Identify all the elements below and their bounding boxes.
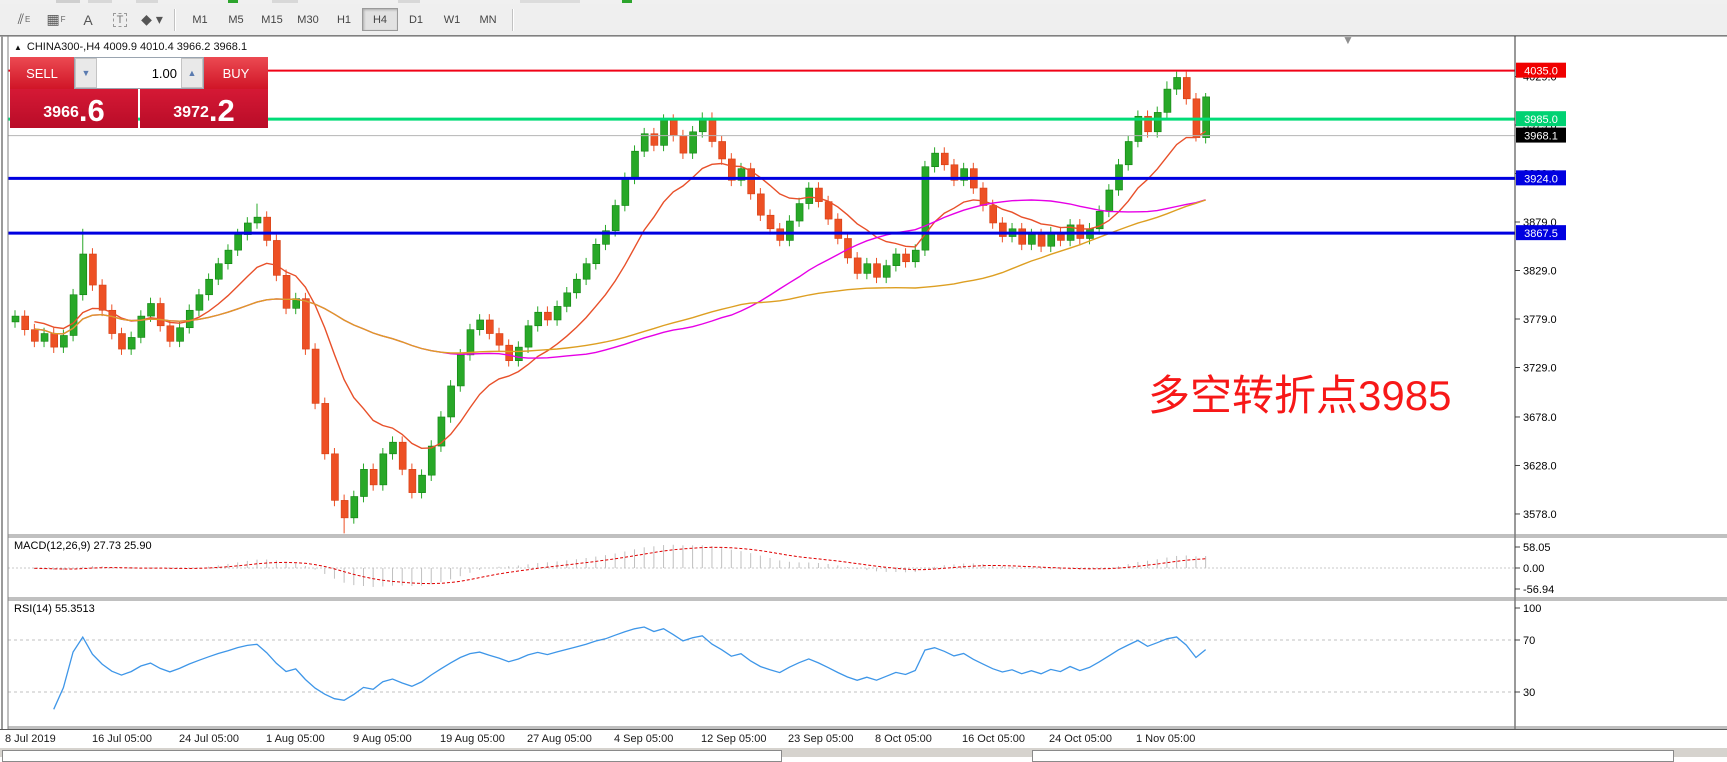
volume-stepper: ▼ 1.00 ▲: [74, 57, 204, 89]
toolbar-separator: [512, 8, 514, 31]
macd-indicator-label: MACD(12,26,9) 27.73 25.90: [14, 540, 152, 552]
price-badge: 4035.0: [1524, 66, 1558, 78]
time-axis-label: 12 Sep 05:00: [701, 733, 767, 745]
buy-price-frac: .2: [208, 93, 235, 128]
text-icon[interactable]: A: [83, 11, 93, 28]
time-axis-label: 4 Sep 05:00: [614, 733, 674, 745]
time-axis-label: 9 Aug 05:00: [353, 733, 412, 745]
time-axis-label: 19 Aug 05:00: [440, 733, 505, 745]
svg-text:-56.94: -56.94: [1523, 584, 1554, 596]
price-badge: 3867.5: [1524, 228, 1558, 240]
timeframe-button-m30[interactable]: M30: [297, 13, 319, 26]
sell-price-main: 3966: [43, 104, 79, 121]
collapse-icon[interactable]: ▲: [14, 43, 22, 52]
timeframe-button-m1[interactable]: M1: [192, 13, 208, 26]
svg-text:3628.0: 3628.0: [1523, 460, 1557, 472]
time-axis-label: 8 Oct 05:00: [875, 733, 932, 745]
time-axis-label: 27 Aug 05:00: [527, 733, 592, 745]
timeframe-button-m15[interactable]: M15: [261, 13, 283, 26]
clipped-toolbar-row: [0, 0, 1727, 4]
buy-price-tile[interactable]: 3972.2: [140, 89, 268, 128]
timeframe-button-h1[interactable]: H1: [336, 13, 352, 26]
svg-text:▼: ▼: [1342, 33, 1354, 47]
svg-text:100: 100: [1523, 603, 1541, 615]
toolbar-separator: [174, 8, 176, 31]
svg-text:3729.0: 3729.0: [1523, 363, 1557, 375]
clipped-tab: [2, 750, 782, 762]
price-badge: 3968.1: [1524, 131, 1558, 143]
text-label-icon[interactable]: T: [106, 7, 134, 33]
time-axis-label: 1 Aug 05:00: [266, 733, 325, 745]
one-click-trade-panel: SELL ▼ 1.00 ▲ BUY 3966.6 3972.2: [10, 57, 268, 128]
clipped-bottom-panel: [0, 748, 1727, 762]
clipped-tab: [1032, 750, 1674, 762]
price-badge: 3924.0: [1524, 173, 1558, 185]
svg-text:3678.0: 3678.0: [1523, 412, 1557, 424]
svg-text:3829.0: 3829.0: [1523, 266, 1557, 278]
time-axis-label: 16 Jul 05:00: [92, 733, 152, 745]
symbol-ohlc-text: CHINA300-,H4 4009.9 4010.4 3966.2 3968.1: [26, 41, 248, 53]
timeframe-button-mn[interactable]: MN: [479, 13, 497, 26]
toolbar: ⫽ E ▦ F A T ◆ ▾ M1 M5 M15 M30 H1 H4 D1 W1 MN: [0, 4, 1727, 36]
volume-increase-button[interactable]: ▲: [181, 58, 203, 88]
time-axis-label: 1 Nov 05:00: [1136, 733, 1196, 745]
svg-text:30: 30: [1523, 687, 1535, 699]
shapes-icon[interactable]: ◆ ▾: [141, 11, 163, 27]
chart-annotation-text: 多空转折点3985: [1148, 372, 1452, 419]
svg-text:3578.0: 3578.0: [1523, 509, 1557, 521]
time-axis-label: 24 Jul 05:00: [179, 733, 239, 745]
svg-text:3779.0: 3779.0: [1523, 314, 1557, 326]
time-axis[interactable]: 8 Jul 2019 16 Jul 05:00 24 Jul 05:00 1 Aug …: [0, 729, 1727, 749]
grid-icon[interactable]: ▦ F: [46, 11, 66, 27]
buy-button[interactable]: BUY: [204, 57, 268, 89]
sell-price-tile[interactable]: 3966.6: [10, 89, 138, 128]
time-axis-label: 8 Jul 2019: [5, 733, 56, 745]
sell-price-frac: .6: [78, 93, 105, 128]
time-axis-label: 23 Sep 05:00: [788, 733, 854, 745]
timeframe-button-m5[interactable]: M5: [228, 13, 244, 26]
time-axis-label: 24 Oct 05:00: [1049, 733, 1112, 745]
buy-price-main: 3972: [173, 104, 209, 121]
rsi-indicator-label: RSI(14) 55.3513: [14, 603, 95, 615]
chart-symbol-title: ▲ CHINA300-,H4 4009.9 4010.4 3966.2 3968.…: [14, 41, 247, 53]
svg-text:58.05: 58.05: [1523, 542, 1551, 554]
svg-text:70: 70: [1523, 635, 1535, 647]
volume-input[interactable]: 1.00: [151, 65, 177, 81]
volume-decrease-button[interactable]: ▼: [75, 58, 97, 88]
svg-text:0.00: 0.00: [1523, 563, 1544, 575]
time-axis-label: 16 Oct 05:00: [962, 733, 1025, 745]
timeframe-button-d1[interactable]: D1: [408, 13, 424, 26]
price-badge: 3985.0: [1524, 114, 1558, 126]
chart-shift-icon[interactable]: ⫽ E: [17, 11, 31, 27]
timeframe-button-w1[interactable]: W1: [443, 13, 461, 26]
sell-button[interactable]: SELL: [10, 57, 74, 89]
timeframe-button-h4[interactable]: H4: [362, 8, 398, 31]
